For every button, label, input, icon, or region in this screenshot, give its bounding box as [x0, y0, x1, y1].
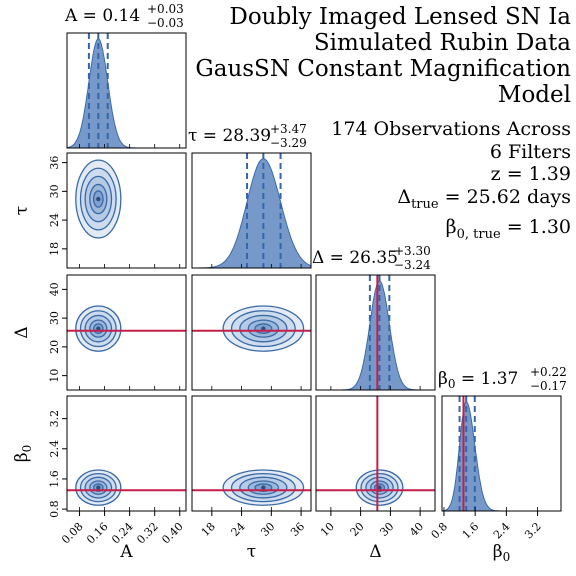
contour-center-tau-beta0: [261, 485, 266, 490]
hist-fill-A: [67, 38, 186, 148]
xaxis-label-beta0: β0: [493, 542, 510, 564]
hist-tau: [191, 152, 312, 269]
xtick-label-tau-0: 18: [199, 520, 218, 539]
marginal-title-A: A = 0.14: [64, 6, 140, 26]
ytick-label-Delta-3: 40: [48, 282, 61, 296]
xtick-label-tau-3: 36: [288, 520, 307, 539]
title-line-4: Model: [497, 82, 571, 108]
ytick-label-tau-1: 24: [48, 213, 61, 227]
marginal-title-plus-A: +0.03: [147, 2, 184, 16]
contour-center-Delta-beta0: [377, 485, 382, 490]
xaxis-label-tau: τ: [247, 542, 256, 562]
joint-tau-beta0: [191, 395, 312, 512]
title-line-3: GausSN Constant Magnification: [195, 56, 571, 82]
hist-A: [66, 32, 187, 149]
hist-fill-Delta: [316, 280, 435, 390]
delta-true-text: Δtrue = 25.62 days: [397, 185, 571, 212]
diag-frame-tau: [191, 152, 312, 269]
title-line-1: Doubly Imaged Lensed SN Ia: [229, 4, 571, 30]
marginal-title-plus-Delta: +3.30: [394, 244, 431, 258]
marginal-title-plus-beta0: +0.22: [530, 365, 567, 379]
xaxis-label-Delta: Δ: [369, 542, 381, 562]
xtick-label-beta0-0: 0.8: [429, 520, 451, 542]
marginal-title-minus-A: −0.03: [147, 16, 184, 30]
xtick-label-A-3: 0.32: [134, 520, 161, 547]
marginal-title-minus-Delta: −3.24: [394, 258, 431, 272]
xtick-label-Delta-1: 20: [348, 520, 367, 539]
yaxis-label-Delta: Δ: [12, 326, 32, 338]
xtick-label-beta0-2: 2.4: [491, 520, 513, 542]
ytick-label-Delta-1: 20: [48, 340, 61, 354]
joint-tau-Delta: [191, 274, 312, 391]
marginal-title-beta0: β0 = 1.37: [438, 369, 518, 391]
xtick-label-A-1: 0.16: [84, 520, 111, 547]
ytick-label-Delta-2: 30: [48, 311, 61, 325]
beta-true-text: β0, true = 1.30: [445, 215, 571, 242]
xtick-label-tau-2: 30: [258, 520, 277, 539]
joint-A-beta0: [66, 395, 187, 512]
marginal-title-tau: τ = 28.39: [188, 126, 271, 146]
diag-frame-A: [66, 32, 187, 149]
xtick-label-A-0: 0.08: [59, 520, 86, 547]
hist-beta0: [441, 395, 562, 512]
marginal-title-Delta: Δ = 26.35: [312, 248, 398, 268]
info-block: 174 Observations Across 6 Filters z = 1.…: [331, 118, 571, 246]
xaxis-label-A: A: [119, 542, 133, 562]
ytick-label-Delta-0: 10: [48, 369, 61, 383]
joint-A-Delta: [66, 274, 187, 391]
hist-fill-beta0: [442, 401, 561, 511]
hist-fill-tau: [192, 158, 311, 268]
xtick-label-Delta-0: 10: [318, 520, 337, 539]
ytick-label-beta0-2: 2.4: [48, 440, 61, 458]
joint-frame-A-Delta: [66, 274, 187, 391]
joint-frame-tau-Delta: [191, 274, 312, 391]
joint-frame-A-tau: [66, 152, 187, 269]
xtick-label-Delta-2: 30: [377, 520, 396, 539]
redshift-text: z = 1.39: [490, 163, 571, 185]
contour-center-A-beta0: [96, 485, 101, 490]
marginal-title-minus-beta0: −0.17: [530, 379, 567, 393]
xtick-label-A-4: 0.40: [159, 520, 186, 547]
xtick-label-Delta-3: 40: [407, 520, 426, 539]
obs-line-1: 174 Observations Across: [331, 118, 571, 140]
yaxis-label-tau: τ: [12, 206, 32, 215]
ytick-label-tau-2: 30: [48, 184, 61, 198]
ytick-label-beta0-1: 1.6: [48, 470, 61, 488]
joint-A-tau: [66, 152, 187, 269]
joint-Delta-beta0: [315, 395, 436, 512]
marginal-title-plus-tau: +3.47: [270, 122, 307, 136]
joint-frame-tau-beta0: [191, 395, 312, 512]
diag-frame-beta0: [441, 395, 562, 512]
contour-center-A-tau: [96, 196, 101, 202]
ytick-label-beta0-0: 0.8: [48, 500, 61, 518]
title-line-2: Simulated Rubin Data: [313, 30, 571, 56]
ytick-label-tau-3: 36: [48, 156, 61, 170]
ytick-label-beta0-3: 3.2: [48, 410, 61, 428]
obs-line-2: 6 Filters: [489, 140, 571, 163]
xtick-label-tau-1: 24: [229, 520, 248, 539]
diag-frame-Delta: [315, 274, 436, 391]
plot-title: Doubly Imaged Lensed SN Ia Simulated Rub…: [195, 4, 571, 108]
xtick-label-beta0-3: 3.2: [522, 520, 544, 542]
xtick-label-beta0-1: 1.6: [460, 520, 482, 542]
yaxis-label-beta0: β0: [12, 445, 34, 462]
ytick-label-tau-0: 18: [48, 242, 61, 256]
marginal-title-minus-tau: −3.29: [270, 136, 307, 150]
joint-frame-Delta-beta0: [315, 395, 436, 512]
hist-Delta: [315, 274, 436, 391]
joint-frame-A-beta0: [66, 395, 187, 512]
